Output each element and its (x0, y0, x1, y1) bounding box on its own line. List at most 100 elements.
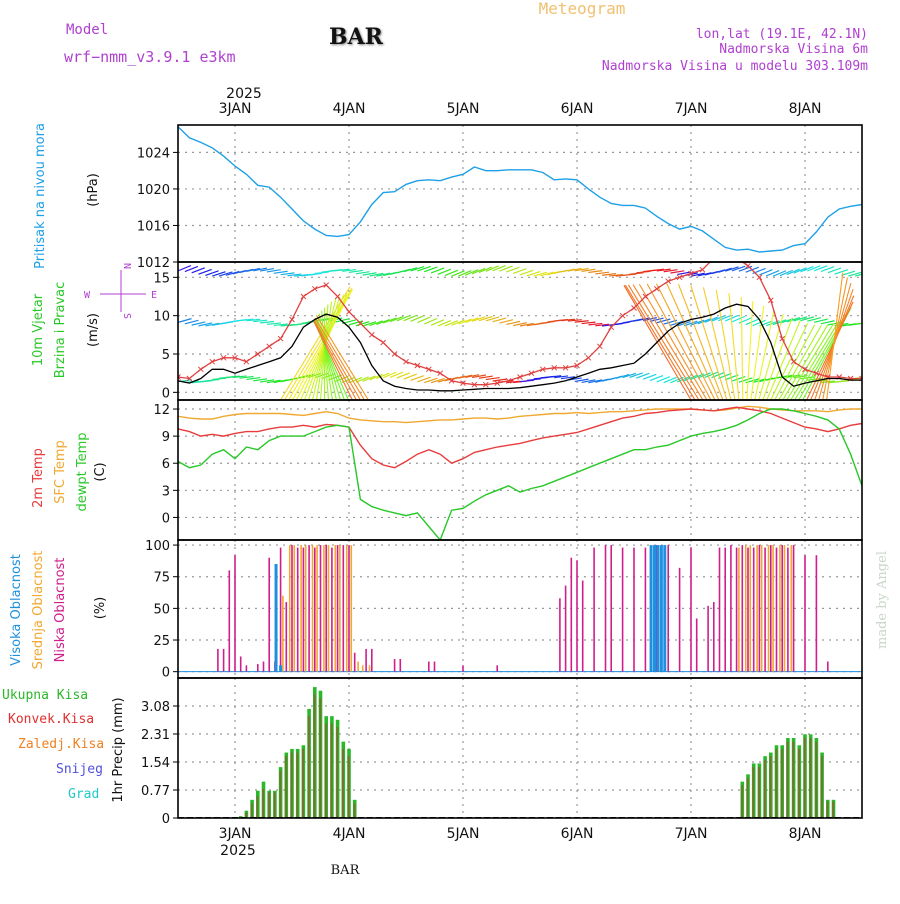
precip-plot (178, 687, 862, 818)
pressure-unit: (hPa) (86, 173, 101, 207)
wind-fan-arrow (703, 287, 730, 400)
wind-direction-arrow (260, 321, 274, 322)
precip-conv-bar (325, 723, 327, 818)
wind-fan-arrow (729, 293, 739, 400)
precip-conv-bar (319, 698, 321, 818)
wind-direction-arrow (862, 272, 876, 275)
legend-conv-rain: Konvek.Kisa (8, 712, 94, 727)
precip-conv-bar (262, 789, 264, 818)
temp-sfc-label: SFC Temp (53, 440, 68, 504)
wind-direction-arrow (588, 271, 602, 273)
temp-plot (178, 406, 862, 540)
cloud-tick-label: 100 (145, 539, 170, 554)
top-day-label: 3JAN (219, 101, 252, 117)
wind-direction-arrow (178, 319, 191, 323)
pressure-ylabel: Pritisak na nivou mora (33, 123, 48, 269)
precip-conv-bar (810, 738, 812, 818)
precip-conv-bar (257, 796, 259, 818)
precip-conv-bar (268, 793, 270, 818)
precip-conv-bar (821, 756, 823, 818)
wind-direction-arrow (814, 319, 828, 322)
temp-2m-label: 2m Temp (31, 448, 46, 508)
wind-fan-arrow (716, 290, 735, 400)
lonlat-text: lon,lat (19.1E, 42.1N) (696, 27, 868, 42)
wind-fan-arrow (639, 284, 707, 400)
temp-tick-label: 6 (162, 457, 170, 472)
chart-title: Meteogram (539, 0, 626, 18)
bottom-day-label: 3JAN (219, 826, 252, 842)
precip-conv-bar (354, 803, 356, 818)
precip-conv-bar (302, 749, 304, 818)
temp-tick-label: 12 (153, 403, 170, 418)
temp-panel: 0 3 6 9 12 (153, 400, 862, 540)
wind-gust-marker (632, 306, 637, 311)
precip-conv-bar (342, 749, 344, 818)
precip-conv-bar (741, 785, 743, 818)
wind-gust-marker (267, 344, 272, 349)
precip-conv-bar (792, 742, 794, 818)
bottom-day-label: 5JAN (447, 826, 480, 842)
station-title: BAR (329, 24, 384, 50)
compass-rose: N S W E (84, 263, 157, 319)
wind-fan-arrow (625, 285, 695, 400)
wind-gust-marker (757, 275, 762, 280)
precip-conv-bar (314, 694, 316, 818)
temp-frame (178, 400, 862, 540)
wind-tick-label: 0 (162, 386, 170, 401)
wind-fan-arrow (281, 287, 350, 400)
precip-conv-bar (279, 771, 281, 818)
precip-conv-bar (764, 760, 766, 818)
wind-fan-arrow (741, 297, 743, 400)
temp-tick-label: 9 (162, 430, 170, 445)
precip-legend: Ukupna Kisa Konvek.Kisa Zaledj.Kisa Snij… (2, 688, 104, 802)
wind-direction-row (178, 266, 876, 277)
wind-ylabel-sub: Brzina i Pravac (53, 282, 68, 379)
wind-tick-label: 15 (153, 271, 170, 286)
wind-gust-marker (347, 309, 352, 314)
cloud-low-label: Niska Oblacnost (53, 558, 68, 663)
precip-conv-bar (798, 749, 800, 818)
temp-dew-label: dewpt Temp (75, 432, 90, 511)
bottom-day-label: 7JAN (675, 826, 708, 842)
pressure-tick-label: 1024 (137, 146, 170, 161)
wind-tick-label: 10 (153, 310, 170, 325)
compass-east: E (151, 290, 157, 301)
wind-direction-arrow (185, 320, 199, 323)
pressure-tick-label: 1020 (137, 183, 170, 198)
pressure-tick-label: 1012 (137, 256, 170, 271)
precip-panel: 00.771.542.313.08 (141, 678, 862, 827)
temp-tick-label: 3 (162, 484, 170, 499)
precip-conv-bar (285, 756, 287, 818)
legend-freezing-rain: Zaledj.Kisa (18, 737, 104, 752)
cloud-unit: (%) (93, 597, 108, 620)
footer-station: BAR (331, 863, 361, 878)
wind-direction-arrow (862, 321, 876, 323)
wind-direction-arrow (281, 273, 295, 275)
cloud-tick-label: 75 (153, 571, 170, 586)
temp-tick-label: 0 (162, 511, 170, 526)
precip-tick-label: 0 (162, 812, 170, 827)
precip-conv-bar (251, 803, 253, 818)
wind-gust-marker (723, 253, 728, 258)
legend-graupel: Grad (68, 787, 99, 802)
wind-fan-arrow (633, 285, 703, 400)
wind-direction-arrow (267, 323, 281, 324)
precip-conv-bar (781, 749, 783, 818)
precip-conv-bar (753, 767, 755, 818)
bottom-day-label: 8JAN (789, 826, 822, 842)
precip-conv-bar (274, 793, 276, 818)
precip-conv-bar (832, 802, 834, 818)
precip-conv-bar (770, 756, 772, 818)
compass-south: S (121, 313, 132, 319)
precip-conv-bar (804, 738, 806, 818)
cloud-mid-label: Srednja Oblacnost (31, 551, 46, 670)
cloud-tick-label: 50 (153, 602, 170, 617)
precip-conv-bar (787, 742, 789, 818)
precip-tick-label: 2.31 (141, 728, 170, 743)
wind-gust-marker (198, 367, 203, 372)
